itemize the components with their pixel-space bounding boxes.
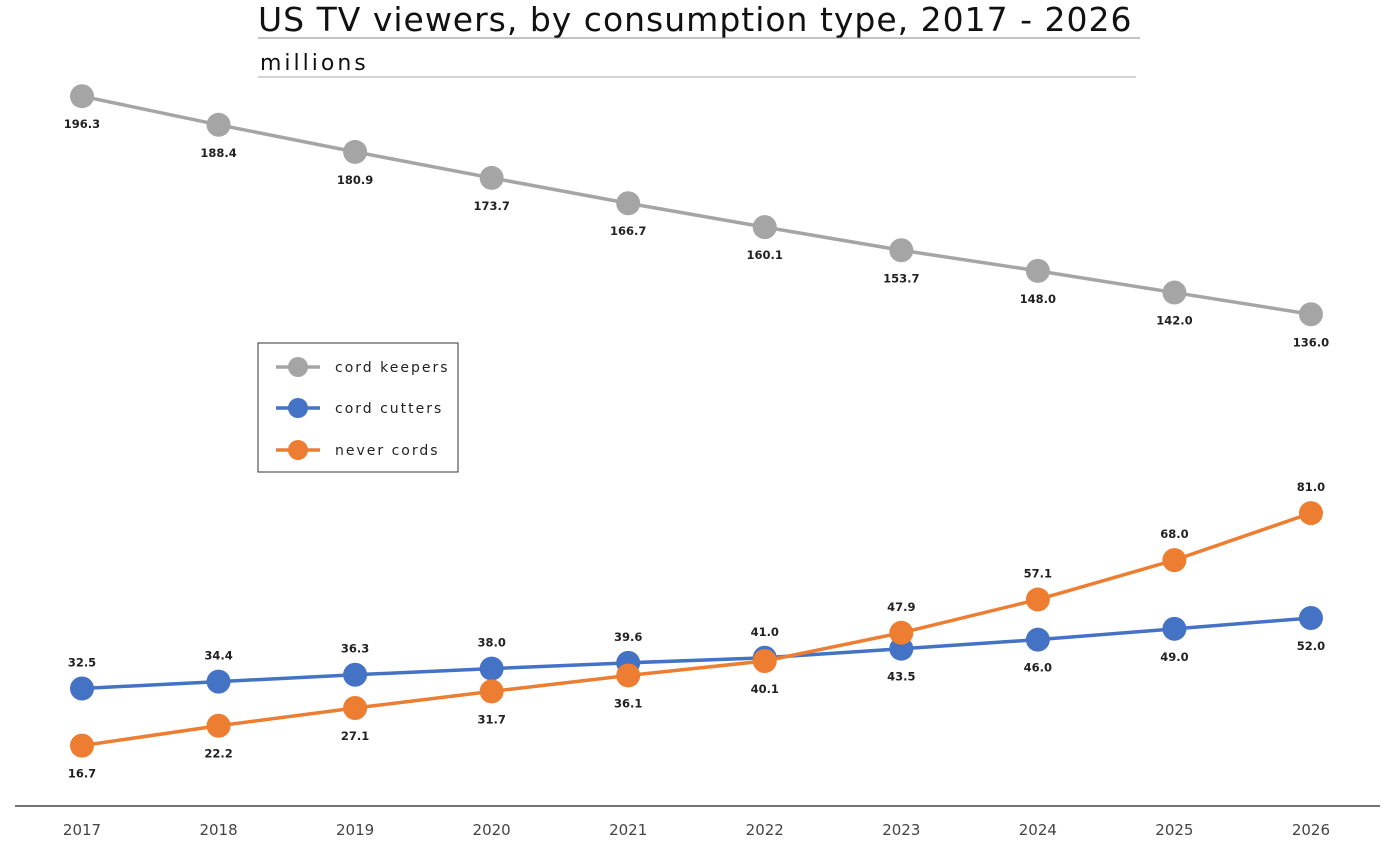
legend-cord-cutters-label: cord cutters xyxy=(335,401,443,417)
never-cords-point xyxy=(752,649,777,674)
cord-keepers-data-label: 136.0 xyxy=(1293,335,1329,349)
cord-keepers-data-label: 142.0 xyxy=(1156,314,1192,328)
cord-keepers-point xyxy=(752,215,777,240)
never-cords-data-label: 81.0 xyxy=(1297,480,1325,494)
never-cords-data-label: 16.7 xyxy=(68,767,96,781)
legend[interactable]: cord keepers cord cutters never cords xyxy=(257,342,459,473)
cord-keepers-data-label: 180.9 xyxy=(337,173,373,187)
cord-keepers-point xyxy=(479,165,504,190)
never-cords-point xyxy=(343,696,368,721)
legend-cord-cutters-marker xyxy=(288,398,308,418)
legend-never-cords-label: never cords xyxy=(335,443,440,459)
legend-never-cords-marker xyxy=(288,440,308,460)
cord-cutters-data-label: 36.3 xyxy=(341,642,369,656)
never-cords-point xyxy=(889,620,914,645)
series-layer: 196.3 188.4 180.9 173.7 166.7 160.1 153.7 148.0… xyxy=(64,84,1329,781)
cord-cutters-point xyxy=(1162,616,1187,641)
series-cord-cutters: 32.5 34.4 36.3 38.0 39.6 41.0 43.5 46.0 49.0 52.0 xyxy=(68,605,1325,701)
never-cords-data-label: 47.9 xyxy=(887,600,915,614)
never-cords-data-label: 27.1 xyxy=(341,729,369,743)
cord-keepers-point xyxy=(1025,258,1050,283)
never-cords-point xyxy=(479,679,504,704)
cord-keepers-line xyxy=(81,94,1312,316)
cord-cutters-data-label: 52.0 xyxy=(1297,639,1325,653)
cord-keepers-data-label: 148.0 xyxy=(1020,292,1056,306)
never-cords-point xyxy=(206,713,231,738)
legend-cord-keepers-marker xyxy=(288,357,308,377)
never-cords-point xyxy=(1298,501,1323,526)
x-tick-label: 2020 xyxy=(473,821,511,839)
cord-keepers-data-label: 166.7 xyxy=(610,224,646,238)
series-cord-keepers: 196.3 188.4 180.9 173.7 166.7 160.1 153.7 148.0… xyxy=(64,84,1329,349)
cord-keepers-point xyxy=(889,238,914,263)
legend-cord-keepers-label: cord keepers xyxy=(335,360,450,376)
cord-cutters-data-label: 32.5 xyxy=(68,655,96,669)
cord-keepers-data-label: 153.7 xyxy=(883,271,919,285)
cord-cutters-line xyxy=(81,616,1312,691)
cord-cutters-data-label: 39.6 xyxy=(614,630,642,644)
cord-cutters-point xyxy=(1025,627,1050,652)
x-tick-label: 2026 xyxy=(1292,821,1330,839)
cord-keepers-data-label: 188.4 xyxy=(200,146,236,160)
cord-cutters-data-label: 46.0 xyxy=(1024,661,1052,675)
never-cords-data-label: 57.1 xyxy=(1024,567,1052,581)
cord-keepers-point xyxy=(343,139,368,164)
never-cords-data-label: 40.1 xyxy=(751,682,779,696)
x-axis-ticks: 2017 2018 2019 2020 2021 2022 2023 2024 2025 2026 xyxy=(63,821,1330,839)
x-tick-label: 2022 xyxy=(746,821,784,839)
cord-cutters-data-label: 43.5 xyxy=(887,670,915,684)
cord-keepers-point xyxy=(206,112,231,137)
cord-cutters-point xyxy=(343,662,368,687)
never-cords-data-label: 22.2 xyxy=(204,747,232,761)
x-tick-label: 2024 xyxy=(1019,821,1057,839)
never-cords-point xyxy=(1025,587,1050,612)
cord-keepers-point xyxy=(616,191,641,216)
chart-title: US TV viewers, by consumption type, 2017… xyxy=(258,0,1133,39)
cord-cutters-point xyxy=(70,676,94,701)
never-cords-data-label: 36.1 xyxy=(614,696,642,710)
x-tick-label: 2021 xyxy=(609,821,647,839)
x-tick-label: 2019 xyxy=(336,821,374,839)
x-tick-label: 2017 xyxy=(63,821,101,839)
cord-keepers-data-label: 196.3 xyxy=(64,117,100,131)
never-cords-point xyxy=(70,733,94,758)
cord-cutters-data-label: 49.0 xyxy=(1160,650,1188,664)
chart-subtitle: millions xyxy=(260,51,369,76)
series-never-cords: 16.7 22.2 27.1 31.7 36.1 40.1 47.9 57.1 68.0 81.0 xyxy=(68,480,1325,780)
cord-keepers-point xyxy=(70,84,94,109)
cord-cutters-point xyxy=(479,656,504,681)
cord-keepers-point xyxy=(1298,302,1323,327)
cord-cutters-data-label: 38.0 xyxy=(477,636,505,650)
never-cords-point xyxy=(1162,548,1187,573)
never-cords-data-label: 31.7 xyxy=(477,712,505,726)
cord-cutters-data-label: 41.0 xyxy=(751,625,779,639)
x-tick-label: 2023 xyxy=(882,821,920,839)
cord-keepers-data-label: 160.1 xyxy=(747,248,783,262)
cord-keepers-point xyxy=(1162,280,1187,305)
cord-cutters-point xyxy=(206,669,231,694)
x-tick-label: 2018 xyxy=(199,821,237,839)
never-cords-point xyxy=(616,663,641,688)
x-tick-label: 2025 xyxy=(1155,821,1193,839)
cord-keepers-data-label: 173.7 xyxy=(473,199,509,213)
never-cords-data-label: 68.0 xyxy=(1160,527,1188,541)
never-cords-line xyxy=(81,511,1312,748)
cord-cutters-point xyxy=(1298,605,1323,630)
cord-cutters-data-label: 34.4 xyxy=(204,649,232,663)
